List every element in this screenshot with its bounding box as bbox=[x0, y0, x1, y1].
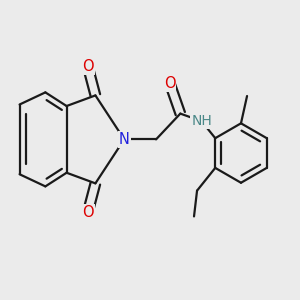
Text: O: O bbox=[164, 76, 176, 91]
Text: N: N bbox=[119, 132, 130, 147]
Text: NH: NH bbox=[191, 114, 212, 128]
Text: O: O bbox=[82, 205, 94, 220]
Text: O: O bbox=[82, 59, 94, 74]
